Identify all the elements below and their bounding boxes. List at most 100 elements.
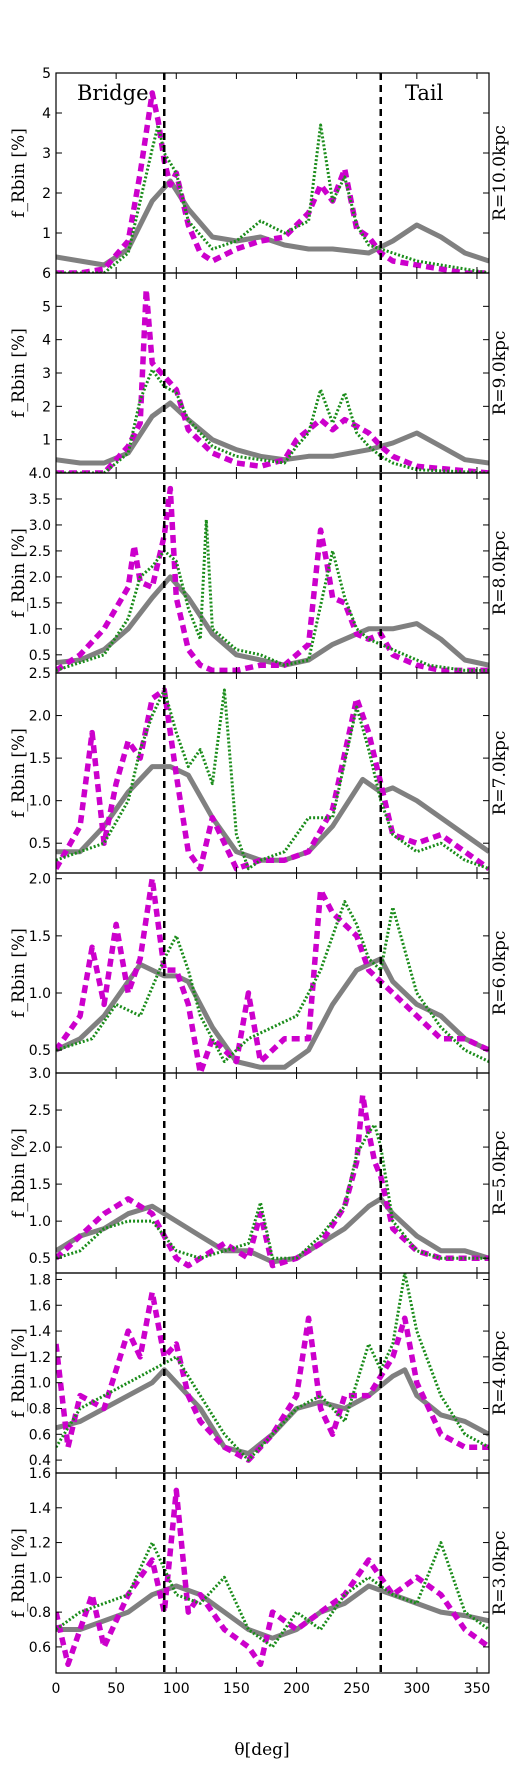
y-tick-label: 2.5 — [29, 666, 51, 682]
green-dotted-line — [56, 1541, 489, 1649]
y-tick-label: 5 — [42, 299, 51, 315]
y-tick-label: 0.5 — [29, 1043, 51, 1059]
radius-label: R=7.0kpc — [490, 731, 510, 816]
y-tick-label: 1.0 — [29, 1570, 51, 1586]
green-dotted-line — [56, 1123, 489, 1260]
radius-label: R=10.0kpc — [490, 125, 510, 221]
x-tick-label: 50 — [107, 1681, 125, 1697]
panel-data — [56, 1273, 489, 1463]
panel-data — [56, 1092, 489, 1269]
panel-data — [56, 687, 489, 872]
y-axis-label: f_Rbin [%] — [9, 928, 29, 1018]
panel-2: 1 2 3 4 5 6 f_Rbin [%] R=9.0kpc — [9, 266, 510, 474]
radius-label: R=3.0kpc — [490, 1531, 510, 1616]
annotation-tail: Tail — [405, 81, 444, 105]
y-axis-label: f_Rbin [%] — [9, 528, 29, 618]
y-axis-label: f_Rbin [%] — [9, 728, 29, 818]
y-tick-label: 1.4 — [29, 1501, 51, 1517]
y-tick-label: 2.0 — [29, 570, 51, 586]
green-dotted-line — [56, 688, 489, 871]
y-tick-label: 1.0 — [29, 794, 51, 810]
y-tick-label: 3.0 — [29, 1066, 51, 1082]
y-tick-label: 2 — [42, 186, 51, 202]
y-tick-label: 1.0 — [29, 986, 51, 1002]
x-tick-label: 300 — [403, 1681, 430, 1697]
magenta-dashed-line — [56, 1487, 489, 1668]
y-tick-label: 1.8 — [29, 1272, 51, 1288]
radius-label: R=6.0kpc — [490, 931, 510, 1016]
y-tick-label: 1.0 — [29, 1214, 51, 1230]
y-tick-label: 1.0 — [29, 622, 51, 638]
y-tick-label: 1.6 — [29, 1298, 51, 1314]
panel-8: 0.6 0.8 1.0 1.2 1.4 1.6 f_Rbin [%] R=3.0kpc — [9, 1466, 510, 1674]
x-axis-label: θ[deg] — [234, 1740, 289, 1760]
y-tick-label: 5 — [42, 66, 51, 82]
green-dotted-line — [56, 123, 489, 273]
y-tick-label: 1 — [42, 433, 51, 449]
y-axis-label: f_Rbin [%] — [9, 1128, 29, 1218]
y-axis-label: f_Rbin [%] — [9, 328, 29, 418]
gray-solid-line — [56, 574, 489, 668]
y-tick-label: 2 — [42, 399, 51, 415]
y-tick-label: 6 — [42, 266, 51, 282]
panel-data — [56, 286, 489, 473]
panel-frame — [55, 872, 490, 1074]
y-tick-label: 3.0 — [29, 518, 51, 534]
gray-solid-line — [56, 1583, 489, 1641]
gray-solid-line — [56, 400, 489, 466]
y-tick-label: 4 — [42, 333, 51, 349]
y-axis-label: f_Rbin [%] — [9, 1328, 29, 1418]
y-tick-label: 0.5 — [29, 1251, 51, 1267]
y-tick-label: 0.6 — [29, 1640, 51, 1656]
y-tick-label: 3.5 — [29, 492, 51, 508]
magenta-dashed-line — [56, 875, 489, 1073]
panel-data — [56, 90, 489, 273]
y-tick-label: 1.5 — [29, 929, 51, 945]
radius-label: R=4.0kpc — [490, 1331, 510, 1416]
magenta-dashed-line — [56, 286, 489, 473]
x-tick-label: 350 — [464, 1681, 491, 1697]
y-tick-label: 0.5 — [29, 836, 51, 852]
panel-frame — [55, 472, 490, 674]
y-axis-label: f_Rbin [%] — [9, 128, 29, 218]
y-tick-label: 1.5 — [29, 1177, 51, 1193]
radius-label: R=5.0kpc — [490, 1131, 510, 1216]
panel-4: 0.5 1.0 1.5 2.0 2.5 f_Rbin [%] R=7.0kpc — [9, 666, 510, 874]
y-tick-label: 2.0 — [29, 709, 51, 725]
panel-3: 0.5 1.0 1.5 2.0 2.5 3.0 3.5 4.0 f_Rbin [%] R=8.0k… — [9, 466, 510, 674]
y-tick-label: 1 — [42, 226, 51, 242]
x-tick-label: 0 — [52, 1681, 61, 1697]
y-tick-label: 3 — [42, 366, 51, 382]
y-tick-label: 4.0 — [29, 466, 51, 482]
panels-layer: 1 2 3 4 5 f_Rbin [%] R=10.0kpc 1 2 3 4 5 6 f_Rbin [%]… — [9, 66, 510, 1674]
y-tick-label: 1.2 — [29, 1350, 51, 1366]
gray-solid-line — [56, 1367, 489, 1457]
green-dotted-line — [56, 900, 489, 1064]
panel-data — [56, 1487, 489, 1668]
annotation-bridge: Bridge — [77, 81, 149, 105]
gray-solid-line — [56, 178, 489, 268]
y-axis-label: f_Rbin [%] — [9, 1528, 29, 1618]
radius-label: R=9.0kpc — [490, 331, 510, 416]
panel-6: 0.5 1.0 1.5 2.0 2.5 3.0 f_Rbin [%] R=5.0kpc — [9, 1066, 510, 1274]
panel-frame — [55, 272, 490, 474]
y-tick-label: 1.4 — [29, 1324, 51, 1340]
x-tick-label: 200 — [283, 1681, 310, 1697]
y-tick-label: 1.6 — [29, 1466, 51, 1482]
green-dotted-line — [56, 368, 489, 473]
x-tick-label: 250 — [343, 1681, 370, 1697]
magenta-dashed-line — [56, 90, 489, 273]
y-tick-label: 4 — [42, 106, 51, 122]
y-tick-label: 2.0 — [29, 1140, 51, 1156]
x-tick-label: 100 — [163, 1681, 190, 1697]
green-dotted-line — [56, 518, 489, 672]
x-axis: θ[deg] 0 50 100 150 200 250 300 350 — [52, 1681, 491, 1760]
green-dotted-line — [56, 1273, 489, 1462]
panel-5: 0.5 1.0 1.5 2.0 f_Rbin [%] R=6.0kpc — [9, 872, 510, 1074]
y-tick-label: 1.2 — [29, 1536, 51, 1552]
magenta-dashed-line — [56, 1289, 489, 1463]
panel-frame — [55, 1472, 490, 1674]
magenta-dashed-line — [56, 485, 489, 673]
panel-1: 1 2 3 4 5 f_Rbin [%] R=10.0kpc — [9, 66, 510, 274]
